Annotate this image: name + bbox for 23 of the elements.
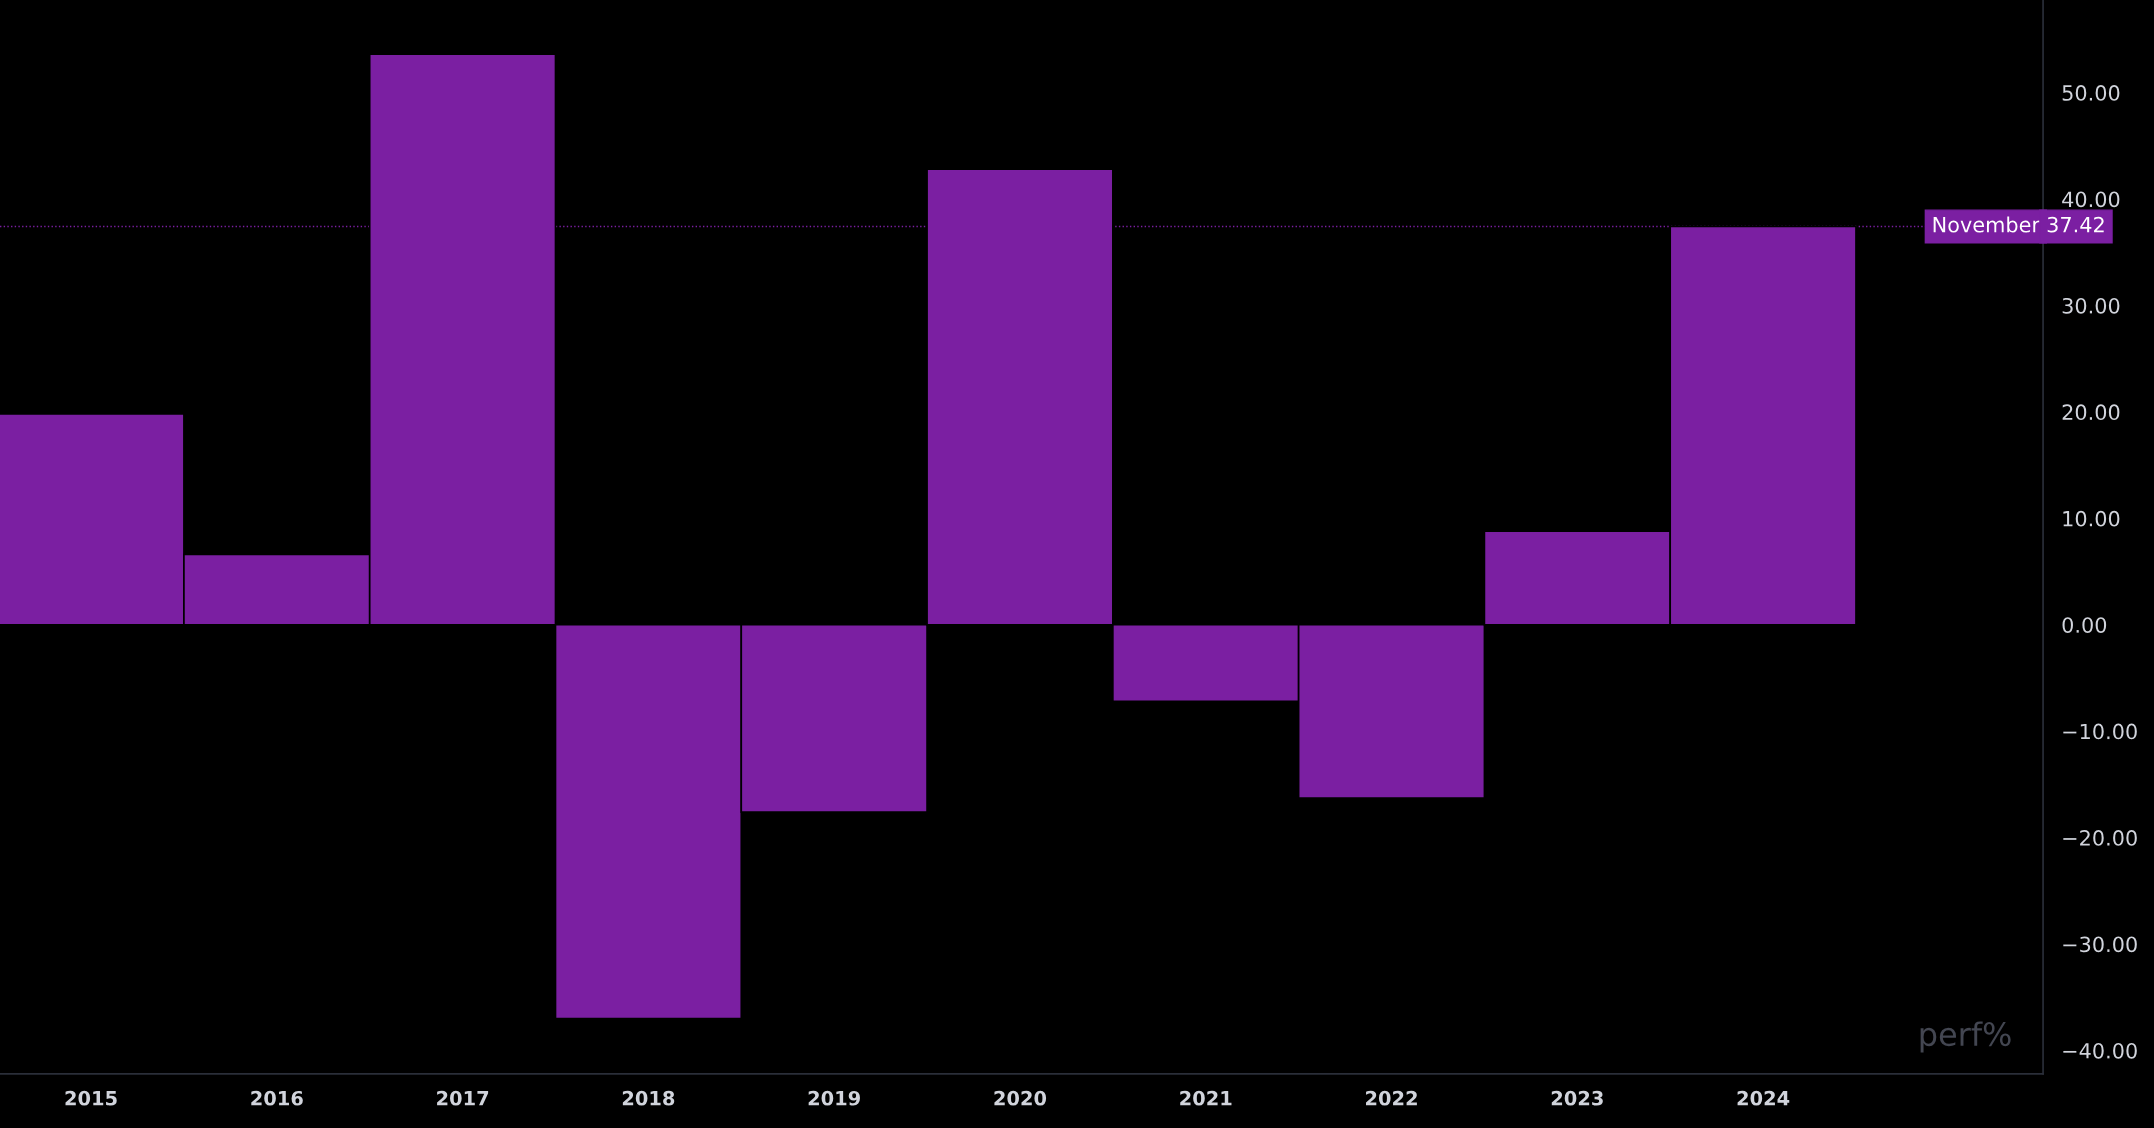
y-tick-label: 50.00: [2062, 85, 2120, 101]
x-tick-label: 2020: [994, 1090, 1047, 1106]
y-tick-label: 40.00: [2062, 191, 2120, 208]
x-tick-label: 2022: [1366, 1090, 1417, 1106]
y-tick-label: −20.00: [2063, 830, 2137, 846]
y-tick-label: −30.00: [2063, 936, 2137, 953]
y-tick-label: 10.00: [2063, 510, 2120, 527]
ref-line-label: November: [1933, 216, 2040, 233]
y-tick-label: 30.00: [2062, 297, 2120, 314]
y-tick-label: 0.00: [2062, 617, 2107, 633]
y-tick-label: −10.00: [2063, 723, 2137, 740]
annotation: perf%: [1920, 1021, 2011, 1053]
x-tick-label: 2021: [1180, 1090, 1232, 1106]
y-tick-label: −40.00: [2063, 1042, 2137, 1059]
y-tick-label: 20.00: [2062, 404, 2120, 421]
x-tick-label: 2024: [1737, 1090, 1790, 1106]
text: 37.42: [2047, 216, 2104, 233]
x-tick-label: 2015: [65, 1090, 117, 1106]
x-tick-label: 2016: [251, 1090, 303, 1106]
x-tick-label: 2018: [622, 1090, 675, 1106]
x-tick-label: 2023: [1551, 1090, 1603, 1106]
x-tick-label: 2019: [808, 1090, 860, 1106]
x-tick-label: 2017: [437, 1090, 489, 1106]
